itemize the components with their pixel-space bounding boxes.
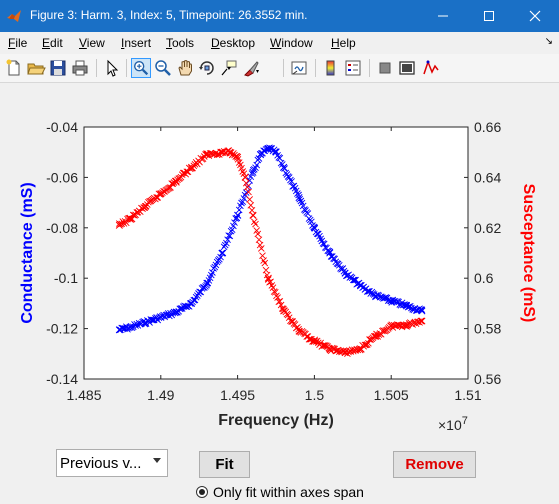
radio-label: Only fit within axes span [213,484,364,500]
hide-plot-tools-icon[interactable] [375,58,395,78]
menu-view[interactable]: View [79,36,105,50]
legend-icon[interactable] [343,58,363,78]
close-button[interactable] [512,0,558,32]
link-plot-icon[interactable] [289,58,309,78]
minimize-button[interactable] [420,0,466,32]
axes-background[interactable] [83,126,469,380]
radio-checked-dot [199,489,205,495]
colorbar-icon[interactable] [321,58,341,78]
show-plot-tools-icon[interactable] [397,58,417,78]
print-icon[interactable] [70,58,90,78]
matlab-icon [7,10,21,22]
zoom-in-icon[interactable] [131,58,151,78]
menu-edit[interactable]: Edit [42,36,63,50]
menu-tools[interactable]: Tools [166,36,195,50]
menu-insert[interactable]: Insert [121,36,152,50]
maximize-icon [484,11,494,21]
open-file-icon[interactable] [26,58,46,78]
maximize-button[interactable] [466,0,512,32]
save-icon[interactable] [48,58,68,78]
radio-indicator[interactable] [196,486,208,498]
menu-window[interactable]: Window [270,36,313,50]
brush-icon[interactable] [241,58,261,78]
fit-within-span-radio[interactable]: Only fit within axes span [196,482,364,502]
zoom-out-icon[interactable] [153,58,173,78]
toolbar [0,54,559,83]
dock-arrow-icon[interactable]: ↘ [544,36,553,47]
remove-button[interactable]: Remove [393,451,476,478]
window-title: Figure 3: Harm. 3, Index: 5, Timepoint: … [30,8,308,22]
minimize-icon [438,15,448,17]
menu-bar: File Edit View Insert Tools Desktop Wind… [0,32,559,54]
edit-plot-icon[interactable] [102,58,122,78]
title-bar: Figure 3: Harm. 3, Index: 5, Timepoint: … [0,0,559,32]
new-figure-icon[interactable] [4,58,24,78]
menu-file[interactable]: File [8,36,28,50]
popup-selected-value: Previous v... [60,455,142,472]
close-icon [529,10,541,22]
plot-browser-icon[interactable] [421,58,441,78]
menu-desktop[interactable]: Desktop [211,36,256,50]
menu-help[interactable]: Help [331,36,356,50]
rotate-3d-icon[interactable] [197,58,217,78]
data-cursor-icon[interactable] [219,58,239,78]
fit-button[interactable]: Fit [199,451,250,478]
chevron-down-icon [153,458,161,463]
previous-value-popup[interactable]: Previous v... [56,449,168,477]
pan-icon[interactable] [175,58,195,78]
